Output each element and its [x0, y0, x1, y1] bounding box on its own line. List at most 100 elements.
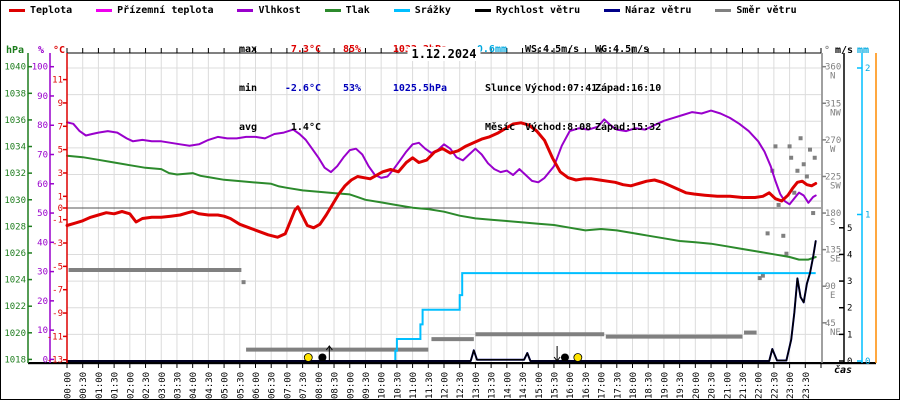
- direction-tick-label: 90: [825, 282, 836, 292]
- pressure-axis-unit: hPa: [6, 45, 25, 56]
- series-line: [66, 154, 817, 261]
- y-tick-label: -7: [52, 286, 63, 296]
- x-tick-label: 18:30: [645, 372, 655, 399]
- legend: Teplota Přízemní teplota Vlhkost Tlak Srážky…: [9, 5, 797, 16]
- x-tick-label: 01:00: [95, 372, 105, 399]
- x-tick-label: 09:00: [346, 372, 356, 399]
- x-tick-label: 23:00: [786, 372, 796, 399]
- rain-tick-label: 0: [865, 357, 870, 367]
- stats-avg-row: avg 1.4°C: [239, 121, 507, 134]
- x-tick-label: 17:00: [598, 372, 608, 399]
- moon-label: Měsíc: [485, 122, 516, 133]
- x-tick-label: 02:00: [126, 372, 136, 399]
- temperature-axis-unit: °C: [53, 45, 66, 56]
- y-tick-label: 1020: [4, 329, 26, 339]
- legend-item: Rychlost větru: [474, 5, 580, 16]
- wind-summary-row: WS:4.5m/s WG:4.5m/s: [485, 43, 675, 56]
- legend-item: Přízemní teplota: [96, 5, 213, 16]
- y-tick-label: 20: [37, 297, 48, 307]
- x-tick-label: 10:30: [393, 372, 403, 399]
- y-tick-label: 1034: [4, 143, 26, 153]
- wind-direction-dot: [784, 251, 789, 256]
- rain-tick-label: 2: [865, 64, 870, 74]
- wind-axis-unit: m/s: [835, 45, 854, 56]
- moonrise-time: Východ:8:08: [525, 122, 592, 133]
- plot-bottom-border: [28, 362, 876, 365]
- x-tick-label: 17:30: [613, 372, 623, 399]
- legend-item: Směr větru: [715, 5, 797, 16]
- moon-row: Měsíc Východ:8:08 Západ:15:32: [485, 121, 675, 134]
- arrow-up-icon: [325, 345, 333, 351]
- direction-tick-label: 135: [825, 246, 841, 256]
- arrow-down-icon: [553, 356, 561, 362]
- legend-swatch-icon: [96, 9, 113, 12]
- y-tick-label: 1022: [4, 302, 26, 312]
- legend-label: Přízemní teplota: [117, 5, 214, 16]
- wind-direction-dot: [811, 211, 816, 216]
- wind-speed-max: WS:4.5m/s: [525, 44, 580, 55]
- wind-direction-dot: [808, 147, 813, 152]
- y-tick-label: 1028: [4, 222, 26, 232]
- y-tick-label: 1024: [4, 276, 26, 286]
- legend-label: Náraz větru: [625, 5, 692, 16]
- wind-direction-dot: [804, 174, 809, 179]
- x-tick-label: 12:30: [456, 372, 466, 399]
- direction-tick-label: 45: [825, 319, 836, 329]
- sunrise-sunset-icon: [573, 353, 583, 362]
- wind-tick-label: 5: [847, 224, 852, 234]
- y-tick-label: 0: [58, 204, 63, 214]
- wind-tick-label: 4: [847, 250, 852, 260]
- y-tick-label: 1026: [4, 249, 26, 259]
- avg-label: avg: [239, 122, 258, 133]
- legend-label: Vlhkost: [258, 5, 301, 16]
- y-tick-label: -5: [52, 262, 63, 272]
- y-tick-label: 9: [58, 99, 63, 109]
- direction-compass-label: S: [830, 218, 835, 228]
- y-tick-label: 5: [58, 146, 63, 156]
- min-pressure: 1025.5hPa: [392, 83, 447, 94]
- direction-compass-label: SW: [830, 181, 841, 191]
- legend-swatch-icon: [474, 9, 491, 12]
- x-tick-label: 06:30: [268, 372, 278, 399]
- x-tick-label: 18:00: [629, 372, 639, 399]
- wind-direction-dot: [792, 190, 797, 195]
- y-tick-label: 30: [37, 268, 48, 278]
- series-line: [66, 240, 817, 362]
- avg-temp: 1.4°C: [290, 122, 321, 133]
- direction-tick-label: 315: [825, 99, 841, 109]
- y-tick-label: 3: [58, 169, 63, 179]
- x-tick-label: 21:30: [739, 372, 749, 399]
- y-tick-label: 50: [37, 209, 48, 219]
- direction-tick-label: 225: [825, 172, 841, 182]
- legend-label: Teplota: [30, 5, 73, 16]
- direction-compass-label: E: [830, 291, 835, 301]
- y-tick-label: 0: [43, 355, 48, 365]
- rain-total: 0.6mm: [476, 44, 507, 55]
- y-tick-label: 11: [52, 76, 63, 86]
- sun-moon-info: WS:4.5m/s WG:4.5m/s Slunce Východ:07:41Záp…: [485, 17, 675, 160]
- series-line: [66, 109, 817, 206]
- legend-item: Teplota: [9, 5, 72, 16]
- wind-direction-dot: [812, 155, 817, 160]
- wind-direction-dot: [773, 144, 778, 149]
- y-tick-label: 80: [37, 121, 48, 131]
- x-tick-label: 03:30: [173, 372, 183, 399]
- wind-direction-dot: [241, 280, 246, 285]
- legend-swatch-icon: [393, 9, 410, 12]
- x-axis-label: čas: [834, 365, 853, 376]
- x-tick-label: 16:30: [582, 372, 592, 399]
- max-humidity: 85%: [342, 44, 361, 55]
- x-tick-label: 00:30: [79, 372, 89, 399]
- direction-axis-unit: °: [824, 45, 831, 56]
- min-humidity: 53%: [342, 83, 361, 94]
- x-tick-label: 01:30: [111, 372, 121, 399]
- x-tick-label: 07:00: [283, 372, 293, 399]
- wind-tick-label: 0: [847, 357, 852, 367]
- x-tick-label: 19:00: [660, 372, 670, 399]
- direction-compass-label: SE: [830, 255, 841, 265]
- x-tick-label: 09:30: [362, 372, 372, 399]
- legend-swatch-icon: [237, 9, 254, 12]
- x-tick-label: 06:00: [252, 372, 262, 399]
- wind-direction-dot: [787, 144, 792, 149]
- direction-tick-label: 360: [825, 63, 841, 73]
